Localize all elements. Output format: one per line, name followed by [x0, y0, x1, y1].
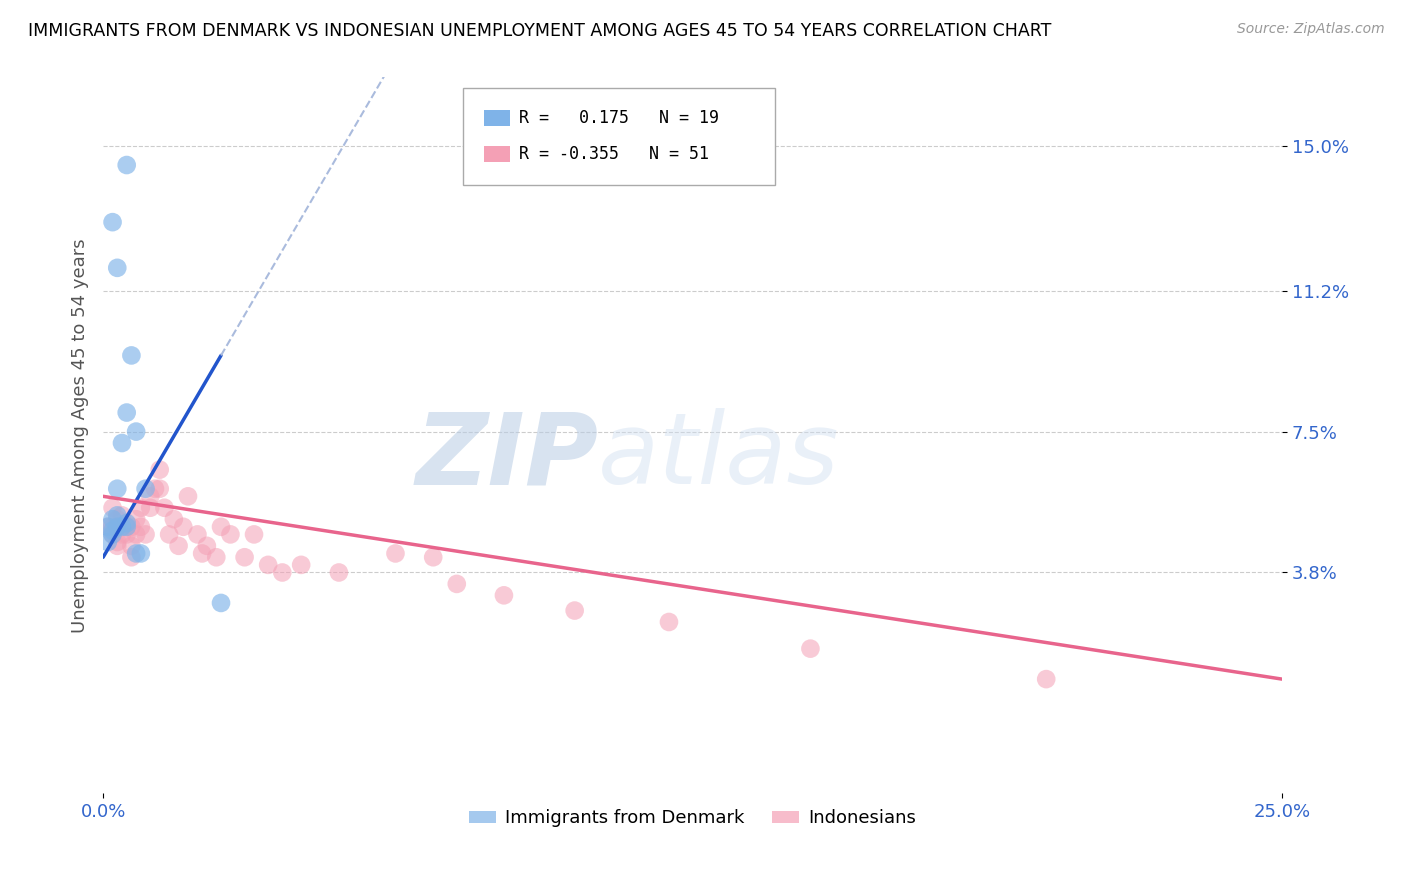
- Point: [125, 546, 148, 560]
- Point: [101, 500, 124, 515]
- Point: [195, 539, 218, 553]
- Point: [101, 527, 124, 541]
- Point: [101, 524, 124, 538]
- Point: [105, 520, 128, 534]
- Point: [101, 520, 124, 534]
- Point: [105, 508, 128, 523]
- Point: [125, 512, 148, 526]
- Point: [149, 482, 172, 496]
- Point: [205, 550, 228, 565]
- Point: [115, 520, 138, 534]
- Point: [290, 558, 312, 572]
- Point: [139, 489, 162, 503]
- Point: [105, 539, 128, 553]
- Point: [129, 500, 152, 515]
- Point: [115, 158, 138, 172]
- Point: [446, 577, 468, 591]
- Point: [799, 641, 821, 656]
- Point: [167, 539, 190, 553]
- Point: [97, 535, 120, 549]
- Point: [191, 546, 214, 560]
- Point: [135, 527, 157, 541]
- Point: [492, 588, 515, 602]
- Point: [97, 520, 120, 534]
- Point: [384, 546, 406, 560]
- Text: atlas: atlas: [598, 409, 839, 506]
- Point: [111, 527, 134, 541]
- Point: [111, 508, 134, 523]
- Point: [172, 520, 194, 534]
- Point: [120, 539, 142, 553]
- Point: [120, 550, 142, 565]
- Point: [564, 603, 586, 617]
- Point: [101, 527, 124, 541]
- Point: [135, 482, 157, 496]
- Point: [120, 520, 142, 534]
- Point: [111, 436, 134, 450]
- Point: [186, 527, 208, 541]
- Point: [177, 489, 200, 503]
- Point: [115, 516, 138, 530]
- Point: [422, 550, 444, 565]
- Point: [233, 550, 256, 565]
- Point: [153, 500, 176, 515]
- Point: [219, 527, 242, 541]
- Legend: Immigrants from Denmark, Indonesians: Immigrants from Denmark, Indonesians: [463, 802, 924, 834]
- Point: [209, 596, 232, 610]
- Point: [271, 566, 294, 580]
- Point: [120, 348, 142, 362]
- Text: Source: ZipAtlas.com: Source: ZipAtlas.com: [1237, 22, 1385, 37]
- Y-axis label: Unemployment Among Ages 45 to 54 years: Unemployment Among Ages 45 to 54 years: [72, 238, 89, 632]
- Point: [257, 558, 280, 572]
- Text: R = -0.355   N = 51: R = -0.355 N = 51: [519, 145, 709, 163]
- Point: [105, 260, 128, 275]
- Point: [115, 520, 138, 534]
- Point: [125, 425, 148, 439]
- Point: [105, 512, 128, 526]
- Text: IMMIGRANTS FROM DENMARK VS INDONESIAN UNEMPLOYMENT AMONG AGES 45 TO 54 YEARS COR: IMMIGRANTS FROM DENMARK VS INDONESIAN UN…: [28, 22, 1052, 40]
- Point: [143, 482, 166, 496]
- Text: R =   0.175   N = 19: R = 0.175 N = 19: [519, 109, 720, 128]
- Point: [1035, 672, 1057, 686]
- Text: ZIP: ZIP: [415, 409, 598, 506]
- Point: [328, 566, 350, 580]
- Bar: [484, 111, 510, 126]
- Point: [97, 520, 120, 534]
- Point: [129, 546, 152, 560]
- Bar: [484, 146, 510, 162]
- Point: [115, 405, 138, 419]
- Point: [101, 215, 124, 229]
- Point: [157, 527, 180, 541]
- Point: [125, 527, 148, 541]
- Point: [658, 615, 681, 629]
- Point: [209, 520, 232, 534]
- Point: [149, 463, 172, 477]
- Point: [101, 512, 124, 526]
- Point: [105, 482, 128, 496]
- Point: [163, 512, 186, 526]
- Point: [243, 527, 266, 541]
- Point: [129, 520, 152, 534]
- Point: [105, 520, 128, 534]
- Point: [111, 520, 134, 534]
- Point: [115, 527, 138, 541]
- Point: [139, 500, 162, 515]
- Point: [105, 535, 128, 549]
- FancyBboxPatch shape: [463, 88, 775, 185]
